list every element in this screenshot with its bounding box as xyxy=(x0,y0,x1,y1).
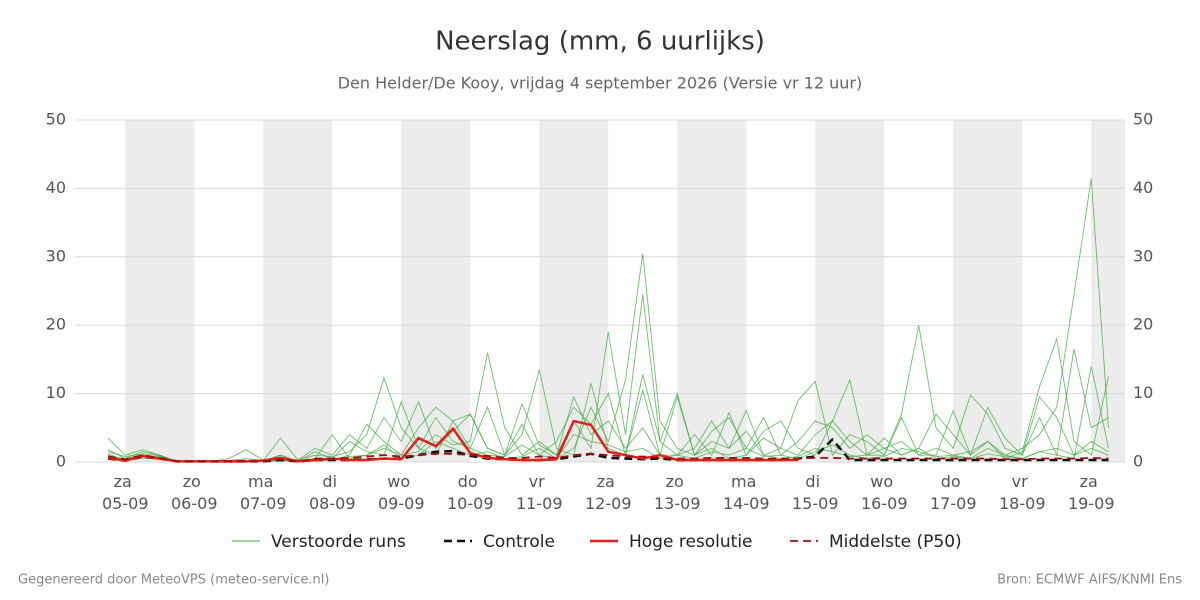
ensemble-line xyxy=(107,178,1109,462)
day-band xyxy=(1091,120,1125,462)
x-tick-label: za 19-09 xyxy=(1068,472,1115,513)
y-tick-label: 20 xyxy=(46,315,66,334)
chart-title: Neerslag (mm, 6 uurlijks) xyxy=(435,27,765,57)
ensemble-line xyxy=(107,434,1109,462)
y-tick-label: 50 xyxy=(46,110,66,129)
legend-label: Verstoorde runs xyxy=(271,532,406,552)
x-tick-label: zo 06-09 xyxy=(171,472,218,513)
ensemble-line xyxy=(107,349,1109,462)
day-band xyxy=(677,120,747,462)
footer-left: Gegenereerd door MeteoVPS (meteo-service… xyxy=(18,573,329,588)
y2-tick-label: 0 xyxy=(1133,452,1143,471)
legend-label: Hoge resolutie xyxy=(629,532,753,552)
y2-tick-label: 30 xyxy=(1133,246,1153,265)
x-tick-label: ma 14-09 xyxy=(723,472,770,513)
y-tick-label: 30 xyxy=(46,246,66,265)
day-band xyxy=(125,120,195,462)
y-tick-label: 10 xyxy=(46,383,66,402)
x-tick-label: di 15-09 xyxy=(792,472,839,513)
y2-tick-label: 10 xyxy=(1133,383,1153,402)
x-tick-label: vr 18-09 xyxy=(999,472,1046,513)
chart-subtitle: Den Helder/De Kooy, vrijdag 4 september … xyxy=(338,74,863,93)
series-line xyxy=(107,419,798,463)
y2-tick-label: 40 xyxy=(1133,178,1153,197)
x-tick-label: di 08-09 xyxy=(309,472,356,513)
x-tick-label: za 12-09 xyxy=(585,472,632,513)
series-line xyxy=(107,452,1109,463)
day-band xyxy=(815,120,885,462)
x-tick-label: za 05-09 xyxy=(102,472,149,513)
day-band xyxy=(953,120,1023,462)
legend-label: Controle xyxy=(483,532,555,552)
x-tick-label: zo 13-09 xyxy=(654,472,701,513)
x-tick-label: ma 07-09 xyxy=(240,472,287,513)
y-tick-label: 0 xyxy=(56,452,66,471)
x-tick-label: wo 16-09 xyxy=(861,472,908,513)
x-tick-label: do 10-09 xyxy=(447,472,494,513)
x-tick-label: vr 11-09 xyxy=(516,472,563,513)
footer-right: Bron: ECMWF AIFS/KNMI Ens xyxy=(997,573,1182,588)
y2-tick-label: 50 xyxy=(1133,110,1153,129)
y2-tick-label: 20 xyxy=(1133,315,1153,334)
x-tick-label: wo 09-09 xyxy=(378,472,425,513)
legend-label: Middelste (P50) xyxy=(829,532,962,552)
ensemble-line xyxy=(107,337,1109,462)
day-band xyxy=(263,120,333,462)
y-tick-label: 40 xyxy=(46,178,66,197)
day-band xyxy=(401,120,471,462)
x-tick-label: do 17-09 xyxy=(930,472,977,513)
